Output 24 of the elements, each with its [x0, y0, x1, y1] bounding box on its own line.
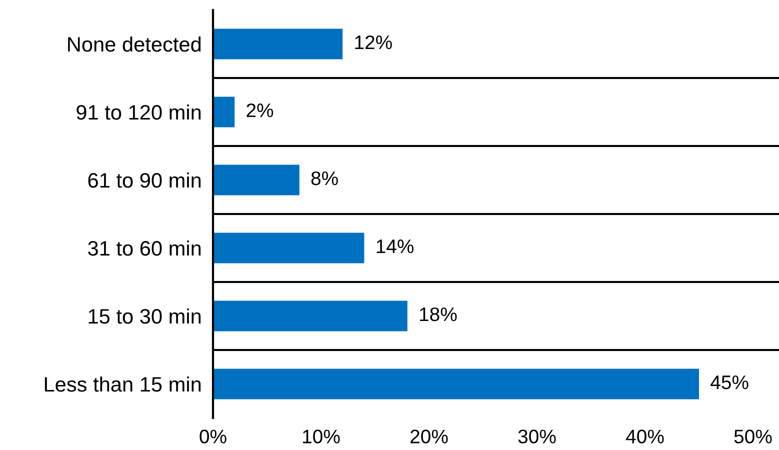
data-label: 12% — [355, 35, 392, 50]
x-tick-label: 50% — [734, 430, 772, 444]
data-label: 14% — [376, 240, 414, 254]
x-tick-label: 40% — [626, 430, 664, 444]
x-tick-label: 30% — [518, 430, 556, 444]
bar — [213, 300, 408, 332]
y-tick-label: 31 to 60 min — [88, 240, 201, 256]
data-label: 18% — [420, 307, 457, 322]
y-tick-label: 91 to 120 min — [76, 104, 201, 120]
bar — [213, 28, 343, 60]
y-tick-label: 15 to 30 min — [88, 308, 201, 324]
data-label: 8% — [311, 171, 338, 186]
data-label: 2% — [246, 103, 274, 118]
y-tick-label: 61 to 90 min — [88, 172, 201, 188]
x-tick-label: 20% — [410, 430, 448, 444]
y-tick-label: Less than 15 min — [44, 376, 201, 392]
y-tick-label: None detected — [68, 36, 201, 52]
x-tick-label: 0% — [200, 430, 226, 444]
data-label: 45% — [710, 376, 748, 390]
x-tick-label: 10% — [303, 430, 340, 444]
bar — [213, 164, 300, 196]
bar — [213, 232, 364, 264]
bar — [213, 368, 699, 400]
bar — [213, 96, 235, 128]
